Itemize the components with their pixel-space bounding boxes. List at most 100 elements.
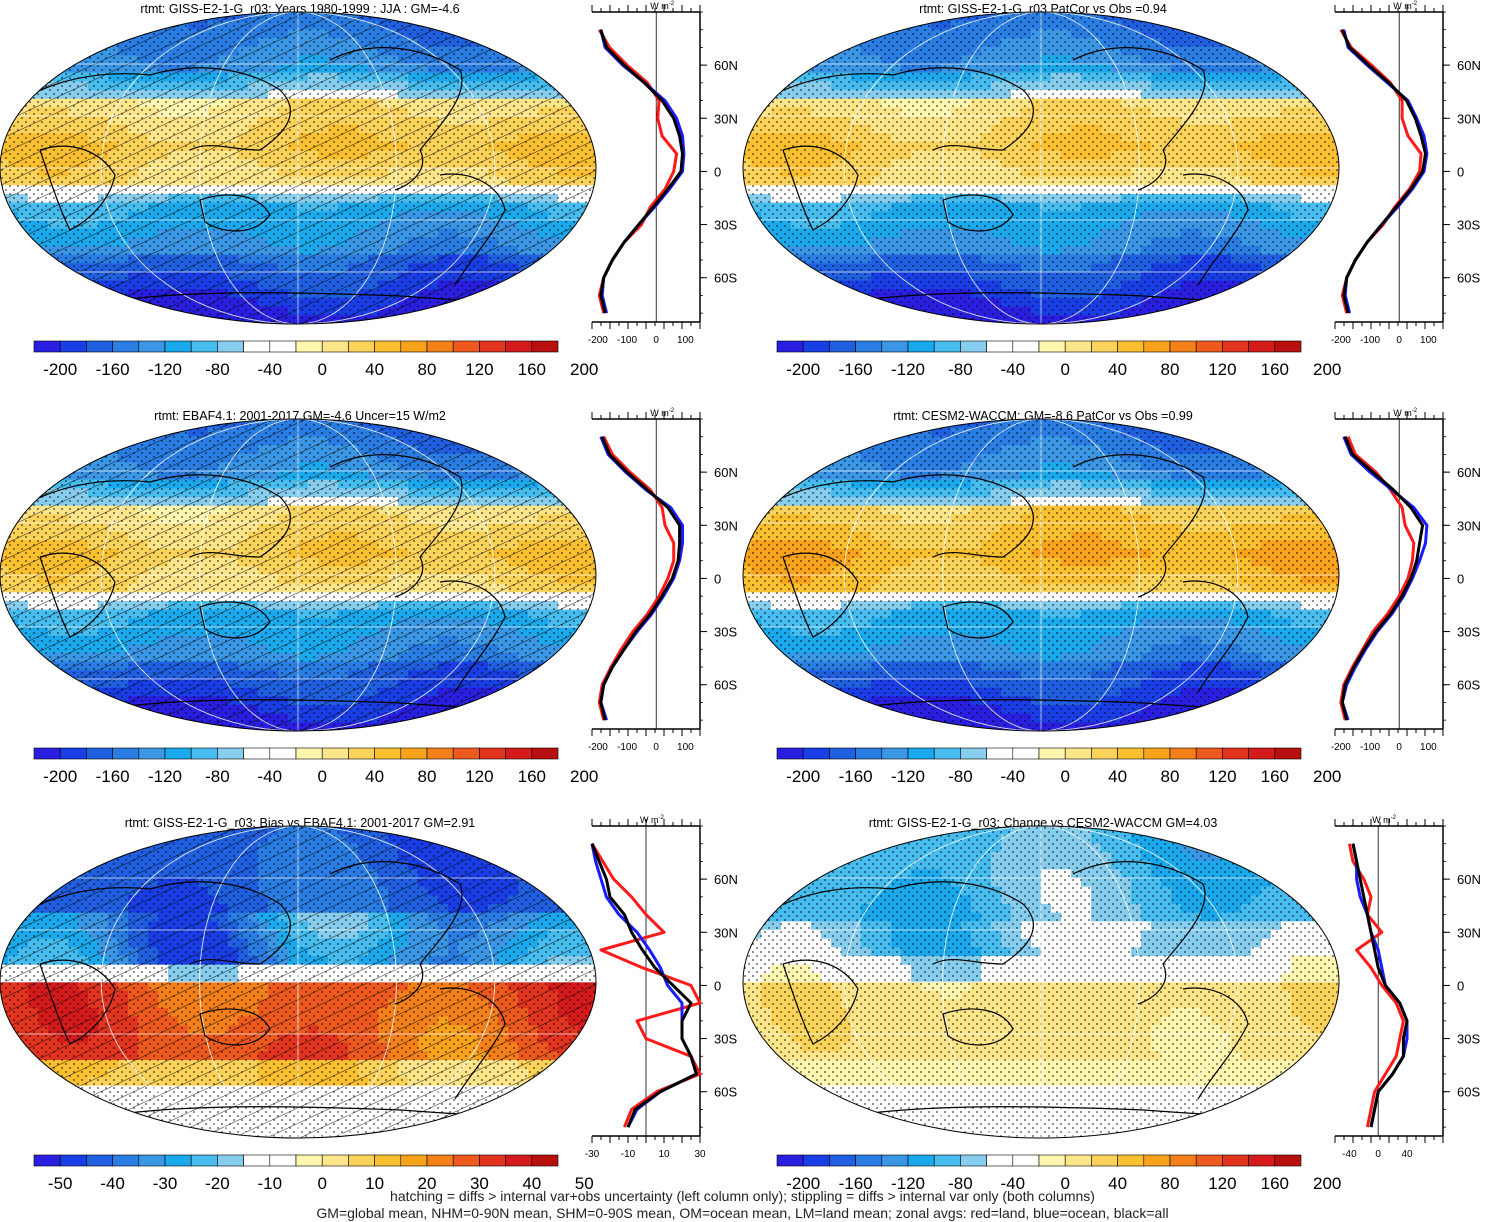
colorbar-label: -40 xyxy=(258,360,283,379)
colorbar-swatch xyxy=(191,748,217,759)
zonal-lat-tick-label: 0 xyxy=(714,164,721,179)
zonal-x-tick-label: -200 xyxy=(588,742,608,753)
colorbar-label: -160 xyxy=(96,360,130,379)
colorbar-label: 200 xyxy=(1313,767,1341,786)
colorbar-swatch xyxy=(1196,1155,1222,1166)
colorbar-swatch xyxy=(532,341,558,352)
colorbar-swatch xyxy=(1170,748,1196,759)
zonal-x-tick-label: 0 xyxy=(653,742,659,753)
colorbar-swatch xyxy=(1118,1155,1144,1166)
colorbar-swatch xyxy=(217,748,243,759)
colorbar-swatch xyxy=(532,1155,558,1166)
zonal-x-tick-label: 0 xyxy=(1375,1149,1381,1160)
colorbar-swatch xyxy=(1013,1155,1039,1166)
colorbar-swatch xyxy=(60,748,86,759)
zonal-line-ocean xyxy=(601,30,684,313)
colorbar-swatch xyxy=(244,1155,270,1166)
colorbar-swatch xyxy=(139,1155,165,1166)
colorbar-label: 0 xyxy=(317,360,326,379)
colorbar-label: -80 xyxy=(948,767,973,786)
zonal-lat-tick-label: 60N xyxy=(714,58,738,73)
colorbar-swatch xyxy=(856,341,882,352)
zonal-line-land xyxy=(599,30,676,313)
colorbar-swatch xyxy=(453,341,479,352)
colorbar-label: 120 xyxy=(465,360,493,379)
zonal-unit-label: W m-2 xyxy=(640,815,664,825)
zonal-lat-tick-label: 60S xyxy=(714,678,737,693)
colorbar-swatch xyxy=(803,341,829,352)
zonal-x-tick-label: 100 xyxy=(1420,742,1437,753)
colorbar-swatch xyxy=(34,1155,60,1166)
colorbar-label: 80 xyxy=(418,767,437,786)
zonal-unit-label: W m-2 xyxy=(650,1,674,11)
panel-giss-bias: rtmt: GISS-E2-1-G_r03: Bias vs EBAF4.1: … xyxy=(0,814,742,1221)
zonal-x-tick-label: -200 xyxy=(1331,335,1351,346)
colorbar-swatch xyxy=(113,748,139,759)
colorbar-swatch xyxy=(934,341,960,352)
colorbar-label: 160 xyxy=(1261,360,1289,379)
colorbar-label: 200 xyxy=(570,767,598,786)
colorbar-label: 160 xyxy=(518,767,546,786)
colorbar-swatch xyxy=(244,748,270,759)
zonal-x-tick-label: 100 xyxy=(677,742,694,753)
colorbar-swatch xyxy=(882,341,908,352)
colorbar-swatch xyxy=(960,341,986,352)
zonal-x-tick-label: -100 xyxy=(617,335,637,346)
colorbar-label: 80 xyxy=(418,360,437,379)
colorbar-swatch xyxy=(1118,748,1144,759)
colorbar-swatch xyxy=(139,748,165,759)
zonal-lat-tick-label: 0 xyxy=(714,978,721,993)
colorbar-swatch xyxy=(244,341,270,352)
colorbar-swatch xyxy=(934,1155,960,1166)
colorbar-swatch xyxy=(86,1155,112,1166)
colorbar-label: -200 xyxy=(786,360,820,379)
colorbar-swatch xyxy=(217,1155,243,1166)
colorbar-label: -200 xyxy=(43,767,77,786)
colorbar-label: 120 xyxy=(1208,360,1236,379)
zonal-lat-tick-label: 30N xyxy=(714,925,738,940)
colorbar-swatch xyxy=(777,748,803,759)
panel-giss-patcor: rtmt: GISS-E2-1-G_r03 PatCor vs Obs =0.9… xyxy=(743,0,1485,407)
colorbar-swatch xyxy=(856,748,882,759)
colorbar-swatch xyxy=(1249,341,1275,352)
colorbar-label: 40 xyxy=(365,767,384,786)
colorbar-label: 40 xyxy=(1108,767,1127,786)
colorbar-swatch xyxy=(427,748,453,759)
colorbar-label: 160 xyxy=(518,360,546,379)
zonal-lat-tick-label: 60N xyxy=(1457,58,1481,73)
colorbar-label: 200 xyxy=(570,360,598,379)
colorbar-swatch xyxy=(427,341,453,352)
zonal-line-ocean xyxy=(601,437,683,720)
zonal-x-tick-label: -100 xyxy=(1360,742,1380,753)
colorbar-swatch xyxy=(908,341,934,352)
colorbar-swatch xyxy=(1222,341,1248,352)
colorbar-swatch xyxy=(270,341,296,352)
colorbar-swatch xyxy=(113,341,139,352)
colorbar-swatch xyxy=(60,341,86,352)
colorbar-swatch xyxy=(882,748,908,759)
colorbar-swatch xyxy=(829,1155,855,1166)
zonal-x-tick-label: 40 xyxy=(1401,1149,1413,1160)
colorbar-swatch xyxy=(86,341,112,352)
zonal-x-tick-label: -200 xyxy=(588,335,608,346)
colorbar-swatch xyxy=(506,1155,532,1166)
zonal-x-tick-label: -10 xyxy=(621,1149,636,1160)
colorbar-swatch xyxy=(1275,1155,1301,1166)
colorbar-swatch xyxy=(532,748,558,759)
colorbar-label: -160 xyxy=(96,767,130,786)
colorbar-swatch xyxy=(86,748,112,759)
colorbar-swatch xyxy=(479,341,505,352)
colorbar-label: -40 xyxy=(258,767,283,786)
zonal-line-land xyxy=(1341,30,1421,313)
colorbar-swatch xyxy=(829,748,855,759)
colorbar-label: 40 xyxy=(1108,360,1127,379)
colorbar-label: 200 xyxy=(1313,360,1341,379)
zonal-line-all xyxy=(1342,437,1422,720)
colorbar-swatch xyxy=(479,1155,505,1166)
